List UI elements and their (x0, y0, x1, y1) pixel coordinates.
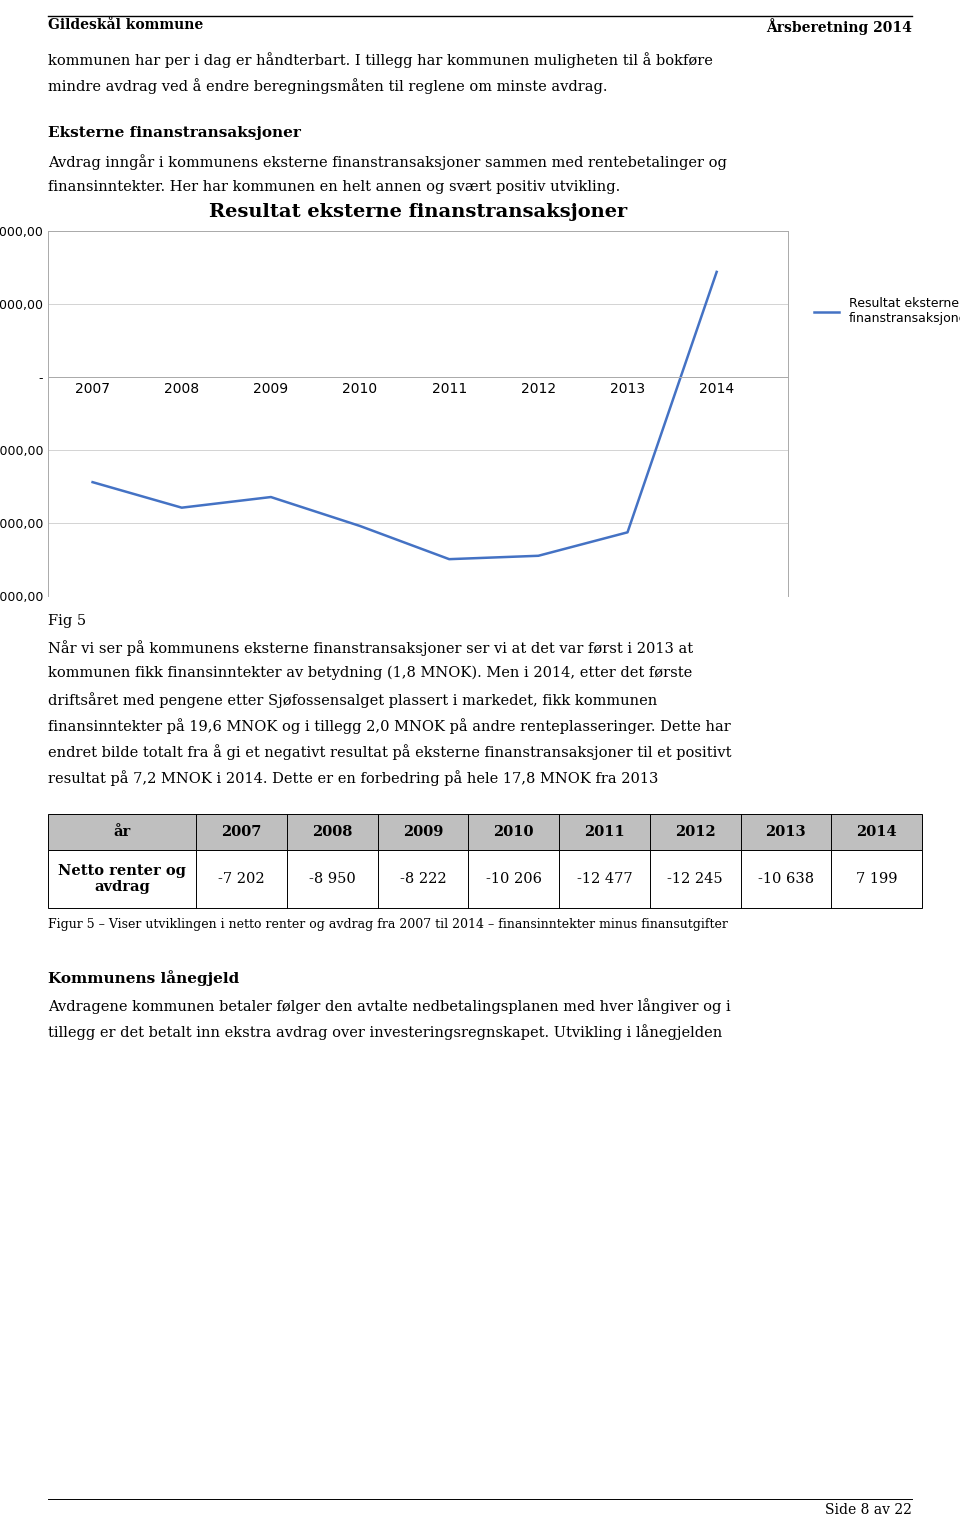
Text: 7 199: 7 199 (856, 872, 898, 886)
Text: 2014: 2014 (856, 825, 897, 838)
Text: endret bilde totalt fra å gi et negativt resultat på eksterne finanstransaksjone: endret bilde totalt fra å gi et negativt… (48, 744, 732, 760)
Text: -7 202: -7 202 (218, 872, 265, 886)
Text: finansinntekter på 19,6 MNOK og i tillegg 2,0 MNOK på andre renteplasseringer. D: finansinntekter på 19,6 MNOK og i tilleg… (48, 718, 731, 734)
Text: Avdragene kommunen betaler følger den avtalte nedbetalingsplanen med hver långiv: Avdragene kommunen betaler følger den av… (48, 998, 731, 1013)
Text: år: år (113, 825, 131, 838)
Text: kommunen fikk finansinntekter av betydning (1,8 MNOK). Men i 2014, etter det før: kommunen fikk finansinntekter av betydni… (48, 665, 692, 681)
Text: resultat på 7,2 MNOK i 2014. Dette er en forbedring på hele 17,8 MNOK fra 2013: resultat på 7,2 MNOK i 2014. Dette er en… (48, 770, 659, 785)
Text: Eksterne finanstransaksjoner: Eksterne finanstransaksjoner (48, 126, 300, 140)
Text: Avdrag inngår i kommunens eksterne finanstransaksjoner sammen med rentebetalinge: Avdrag inngår i kommunens eksterne finan… (48, 153, 727, 170)
Text: -8 950: -8 950 (309, 872, 355, 886)
Text: 2012: 2012 (675, 825, 715, 838)
Text: -10 206: -10 206 (486, 872, 541, 886)
Bar (48, 851, 922, 908)
Text: 2010: 2010 (493, 825, 534, 838)
Bar (48, 814, 922, 851)
Text: Gildeskål kommune: Gildeskål kommune (48, 18, 204, 32)
Text: 2007: 2007 (221, 825, 261, 838)
Text: 2009: 2009 (402, 825, 444, 838)
Text: 2013: 2013 (765, 825, 806, 838)
Text: Kommunens lånegjeld: Kommunens lånegjeld (48, 971, 239, 986)
Text: driftsåret med pengene etter Sjøfossensalget plassert i markedet, fikk kommunen: driftsåret med pengene etter Sjøfossensa… (48, 693, 658, 708)
Text: Årsberetning 2014: Årsberetning 2014 (766, 18, 912, 35)
Text: kommunen har per i dag er håndterbart. I tillegg har kommunen muligheten til å b: kommunen har per i dag er håndterbart. I… (48, 52, 713, 68)
Legend: Resultat eksterne
finanstransaksjoner: Resultat eksterne finanstransaksjoner (809, 292, 960, 330)
Text: finansinntekter. Her har kommunen en helt annen og svært positiv utvikling.: finansinntekter. Her har kommunen en hel… (48, 179, 620, 194)
Text: -10 638: -10 638 (757, 872, 814, 886)
Text: Når vi ser på kommunens eksterne finanstransaksjoner ser vi at det var først i 2: Når vi ser på kommunens eksterne finanst… (48, 639, 693, 656)
Text: mindre avdrag ved å endre beregningsmåten til reglene om minste avdrag.: mindre avdrag ved å endre beregningsmåte… (48, 77, 608, 94)
Text: Netto renter og
avdrag: Netto renter og avdrag (58, 864, 186, 895)
Text: -8 222: -8 222 (399, 872, 446, 886)
Text: -12 245: -12 245 (667, 872, 723, 886)
Title: Resultat eksterne finanstransaksjoner: Resultat eksterne finanstransaksjoner (209, 204, 627, 222)
Text: tillegg er det betalt inn ekstra avdrag over investeringsregnskapet. Utvikling i: tillegg er det betalt inn ekstra avdrag … (48, 1024, 722, 1041)
Text: 2011: 2011 (584, 825, 625, 838)
Text: -12 477: -12 477 (577, 872, 633, 886)
Text: Figur 5 – Viser utviklingen i netto renter og avdrag fra 2007 til 2014 – finansi: Figur 5 – Viser utviklingen i netto rent… (48, 917, 728, 931)
Text: 2008: 2008 (312, 825, 352, 838)
Text: Side 8 av 22: Side 8 av 22 (826, 1502, 912, 1517)
Text: Fig 5: Fig 5 (48, 614, 86, 627)
